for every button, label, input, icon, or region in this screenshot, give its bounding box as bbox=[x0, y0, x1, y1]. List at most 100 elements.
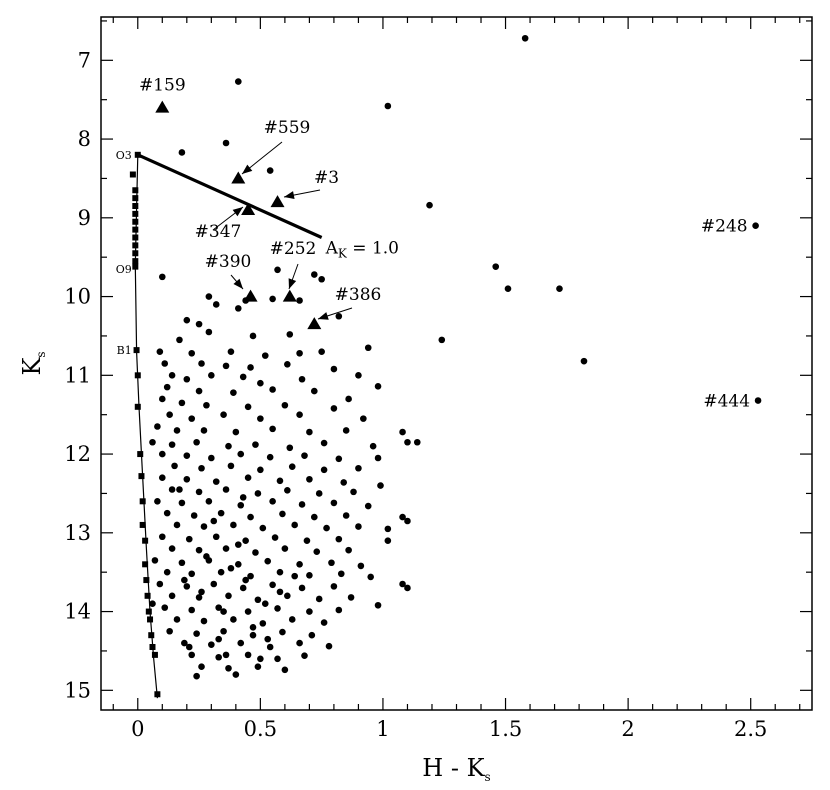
data-point bbox=[188, 415, 196, 422]
data-point bbox=[364, 502, 372, 510]
data-point bbox=[212, 478, 220, 485]
data-point bbox=[313, 548, 321, 556]
data-point bbox=[311, 387, 318, 395]
data-point bbox=[257, 655, 264, 663]
point-label: #444 bbox=[703, 392, 750, 412]
spectral-type-label: O9 bbox=[116, 263, 132, 276]
data-point bbox=[203, 401, 210, 409]
data-point bbox=[308, 631, 316, 639]
data-point bbox=[149, 438, 156, 446]
data-point bbox=[183, 316, 191, 324]
data-point bbox=[298, 501, 306, 508]
data-point bbox=[178, 149, 186, 156]
data-point bbox=[384, 525, 392, 533]
data-point bbox=[325, 642, 333, 650]
data-point bbox=[311, 271, 318, 278]
data-point bbox=[399, 513, 406, 521]
data-point bbox=[208, 454, 215, 462]
y-tick-label: 15 bbox=[64, 678, 91, 702]
main-sequence-marker bbox=[132, 234, 139, 241]
data-point bbox=[276, 588, 284, 596]
data-point bbox=[318, 275, 325, 283]
main-sequence-marker bbox=[134, 403, 141, 410]
data-point bbox=[190, 512, 198, 519]
data-point bbox=[281, 401, 289, 409]
main-sequence-marker bbox=[138, 473, 145, 480]
data-point bbox=[259, 620, 267, 627]
axes: 0 0.5 1 1.5 2 2.5 7 8 9 10 11 12 13 14 15 bbox=[64, 16, 813, 741]
data-point bbox=[154, 423, 161, 430]
data-point bbox=[173, 616, 181, 623]
data-point bbox=[492, 263, 500, 270]
data-point bbox=[279, 510, 286, 518]
data-point bbox=[291, 521, 298, 529]
main-sequence-marker bbox=[132, 258, 139, 265]
data-point bbox=[188, 349, 196, 357]
data-point bbox=[225, 592, 232, 600]
data-point bbox=[296, 639, 303, 647]
data-point bbox=[377, 482, 384, 489]
main-sequence-marker bbox=[139, 498, 146, 505]
data-point bbox=[168, 486, 176, 493]
data-point bbox=[244, 651, 252, 659]
data-point bbox=[521, 34, 529, 42]
data-point bbox=[198, 663, 205, 670]
data-point bbox=[195, 488, 203, 496]
data-point bbox=[230, 389, 237, 396]
data-point bbox=[266, 643, 274, 651]
data-point bbox=[237, 501, 245, 509]
data-point bbox=[217, 568, 225, 576]
main-sequence-marker bbox=[151, 651, 158, 658]
data-point bbox=[269, 295, 276, 303]
main-sequence-marker bbox=[139, 521, 146, 528]
data-point bbox=[227, 564, 235, 572]
data-point bbox=[264, 557, 272, 565]
data-point bbox=[222, 545, 230, 552]
data-point bbox=[158, 533, 166, 541]
data-point bbox=[254, 663, 262, 670]
data-point bbox=[183, 475, 191, 483]
data-point bbox=[335, 312, 343, 320]
main-sequence-marker bbox=[147, 616, 154, 623]
data-point bbox=[230, 616, 237, 623]
data-point bbox=[296, 297, 303, 304]
data-point bbox=[315, 595, 323, 603]
main-sequence-marker bbox=[149, 644, 156, 650]
data-point bbox=[269, 581, 276, 589]
main-sequence-marker bbox=[133, 347, 140, 354]
data-point bbox=[298, 584, 306, 592]
data-point bbox=[330, 583, 338, 590]
y-tick-label: 13 bbox=[64, 521, 91, 545]
data-point bbox=[210, 580, 218, 588]
data-point bbox=[504, 285, 512, 292]
data-point bbox=[239, 373, 247, 381]
data-point bbox=[242, 537, 249, 544]
data-point bbox=[156, 580, 164, 588]
y-tick-label: 7 bbox=[78, 48, 91, 72]
data-point bbox=[198, 588, 205, 596]
data-point bbox=[257, 379, 264, 387]
data-point bbox=[355, 523, 362, 530]
data-point bbox=[171, 462, 178, 470]
triangle-point bbox=[155, 100, 170, 113]
data-point bbox=[161, 360, 169, 367]
data-point bbox=[163, 568, 171, 576]
data-point bbox=[220, 627, 227, 635]
data-point bbox=[154, 498, 161, 505]
labeled-data-point bbox=[754, 397, 762, 404]
data-point bbox=[335, 606, 343, 614]
data-point bbox=[330, 365, 338, 373]
data-point bbox=[323, 524, 330, 532]
data-point bbox=[355, 372, 362, 379]
data-point bbox=[208, 372, 215, 379]
data-point bbox=[298, 375, 306, 383]
data-point bbox=[357, 562, 365, 570]
triangle-point bbox=[243, 289, 258, 302]
data-point bbox=[215, 653, 222, 661]
data-point bbox=[399, 428, 406, 436]
triangle-point bbox=[282, 289, 297, 302]
data-point bbox=[185, 535, 193, 543]
data-point bbox=[195, 320, 203, 328]
data-point bbox=[185, 643, 193, 651]
data-point bbox=[247, 513, 254, 521]
